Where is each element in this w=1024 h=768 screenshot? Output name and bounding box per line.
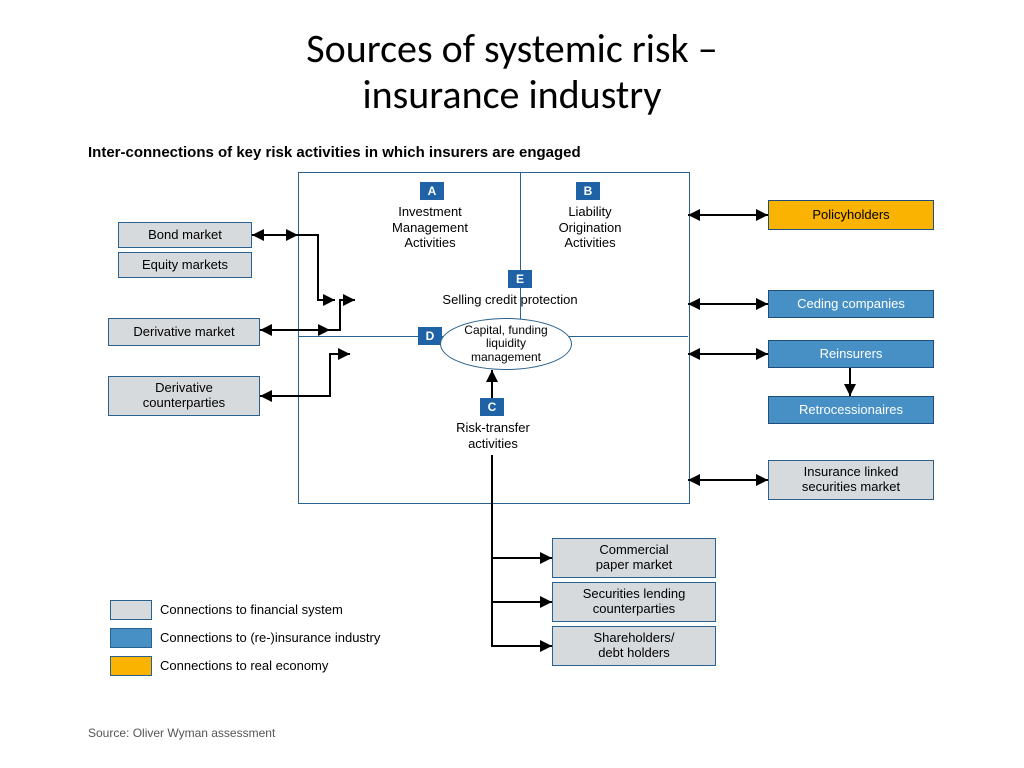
title-line1: Sources of systemic risk – (306, 24, 717, 73)
vertical-divider (520, 172, 521, 336)
right-box-retro: Retrocessionaires (768, 396, 934, 424)
badge-d: D (418, 327, 442, 345)
badge-e: E (508, 270, 532, 288)
legend-text-1: Connections to (re-)insurance industry (160, 630, 380, 645)
diagram-subtitle: Inter-connections of key risk activities… (88, 144, 581, 161)
bottom-box-shareholders: Shareholders/debt holders (552, 626, 716, 666)
right-box-ceding: Ceding companies (768, 290, 934, 318)
left-box-bond-market: Bond market (118, 222, 252, 248)
right-box-reinsurers: Reinsurers (768, 340, 934, 368)
source-note: Source: Oliver Wyman assessment (88, 726, 275, 740)
activity-e: Selling credit protection (410, 292, 610, 308)
legend-swatch-0 (110, 600, 152, 620)
activity-d-ellipse: Capital, fundingliquiditymanagement (440, 318, 572, 370)
legend-swatch-2 (110, 656, 152, 676)
diagram-stage: Sources of systemic risk – insurance ind… (0, 0, 1024, 768)
left-box-equity-mkts: Equity markets (118, 252, 252, 278)
right-box-policyholders: Policyholders (768, 200, 934, 230)
legend-text-2: Connections to real economy (160, 658, 328, 673)
left-box-deriv-cp: Derivativecounterparties (108, 376, 260, 416)
activity-b: LiabilityOriginationActivities (530, 204, 650, 251)
bottom-box-cp-market: Commercialpaper market (552, 538, 716, 578)
slide-title: Sources of systemic risk – insurance ind… (0, 0, 1024, 118)
legend-text-0: Connections to financial system (160, 602, 343, 617)
bottom-box-sec-lending: Securities lendingcounterparties (552, 582, 716, 622)
title-line2: insurance industry (362, 70, 661, 119)
left-box-deriv-market: Derivative market (108, 318, 260, 346)
badge-b: B (576, 182, 600, 200)
badge-a: A (420, 182, 444, 200)
badge-c: C (480, 398, 504, 416)
right-box-ils: Insurance linkedsecurities market (768, 460, 934, 500)
activity-a: InvestmentManagementActivities (370, 204, 490, 251)
legend-swatch-1 (110, 628, 152, 648)
activity-c: Risk-transferactivities (438, 420, 548, 451)
